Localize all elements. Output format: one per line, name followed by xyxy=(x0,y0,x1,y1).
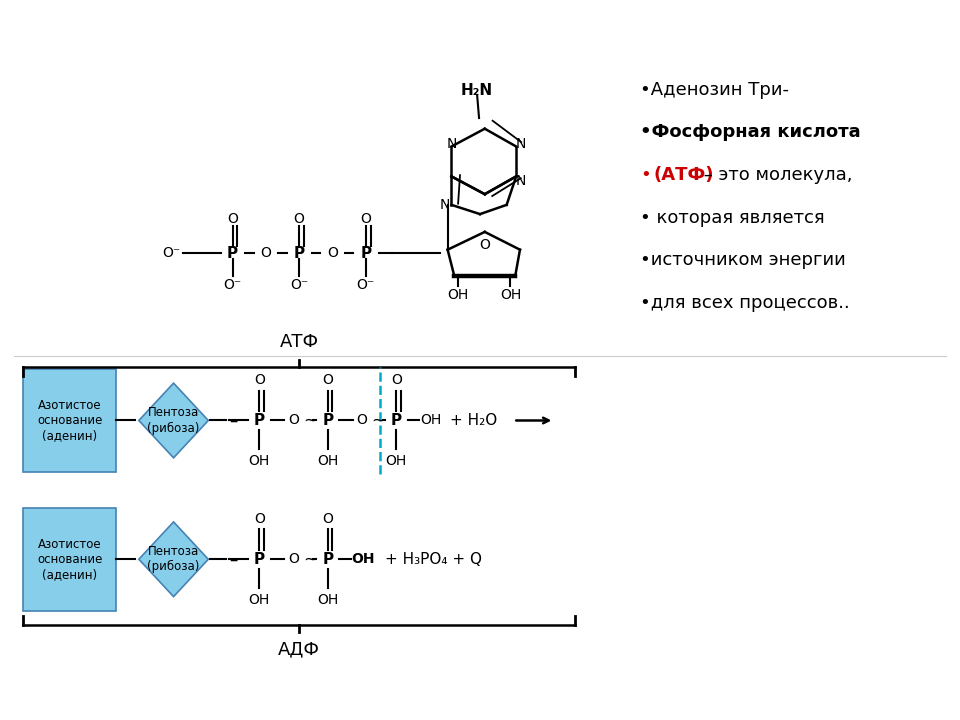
Text: –: – xyxy=(229,550,238,568)
Text: O: O xyxy=(323,512,333,526)
Text: H₂N: H₂N xyxy=(461,84,493,99)
Text: O: O xyxy=(479,238,491,253)
Text: OH: OH xyxy=(500,287,521,302)
Text: + H₂O: + H₂O xyxy=(449,413,496,428)
Text: O: O xyxy=(260,246,272,260)
Text: N: N xyxy=(516,138,526,151)
Text: OH: OH xyxy=(317,593,338,607)
Text: – это молекула,: – это молекула, xyxy=(698,166,852,184)
Text: АДФ: АДФ xyxy=(278,640,321,658)
Text: • которая является: • которая является xyxy=(640,209,825,227)
Text: O⁻: O⁻ xyxy=(224,278,242,292)
FancyBboxPatch shape xyxy=(23,369,115,472)
Text: •Фосфорная кислота: •Фосфорная кислота xyxy=(640,123,860,141)
Text: P: P xyxy=(227,246,238,261)
Text: Азотистое
основание
(аденин): Азотистое основание (аденин) xyxy=(37,399,103,442)
Text: P: P xyxy=(253,552,265,567)
Text: OH: OH xyxy=(420,413,442,428)
Text: + H₃PO₄ + Q: + H₃PO₄ + Q xyxy=(385,552,482,567)
Text: O: O xyxy=(323,373,333,387)
Text: N: N xyxy=(440,198,450,212)
Text: O⁻: O⁻ xyxy=(290,278,308,292)
Text: O: O xyxy=(360,212,372,226)
FancyBboxPatch shape xyxy=(23,508,115,611)
Text: OH: OH xyxy=(249,593,270,607)
Text: O: O xyxy=(391,373,401,387)
Text: O: O xyxy=(288,552,299,566)
Text: (АТФ): (АТФ) xyxy=(653,166,713,184)
Text: O: O xyxy=(327,246,338,260)
Text: N: N xyxy=(446,138,457,151)
Text: Пентоза
(рибоза): Пентоза (рибоза) xyxy=(148,406,200,435)
Text: ~: ~ xyxy=(372,412,386,430)
Text: АТФ: АТФ xyxy=(279,333,319,351)
Text: OH: OH xyxy=(249,454,270,468)
Polygon shape xyxy=(139,522,208,597)
Text: OH: OH xyxy=(317,454,338,468)
Text: •источником энергии: •источником энергии xyxy=(640,251,846,269)
Text: O⁻: O⁻ xyxy=(162,246,180,260)
Polygon shape xyxy=(139,383,208,458)
Text: Пентоза
(рибоза): Пентоза (рибоза) xyxy=(148,545,200,573)
Text: N: N xyxy=(516,174,526,188)
Text: ~: ~ xyxy=(303,550,317,568)
Text: P: P xyxy=(294,246,304,261)
Text: P: P xyxy=(360,246,372,261)
Text: •Аденозин Три-: •Аденозин Три- xyxy=(640,81,789,99)
Text: O: O xyxy=(356,413,367,428)
Text: O: O xyxy=(228,212,238,226)
Text: •: • xyxy=(640,166,651,184)
Text: –: – xyxy=(229,412,238,430)
Text: P: P xyxy=(391,413,402,428)
Text: O: O xyxy=(253,373,265,387)
Text: OH: OH xyxy=(447,287,468,302)
Text: OH: OH xyxy=(386,454,407,468)
Text: ~: ~ xyxy=(303,412,317,430)
Text: •для всех процессов..: •для всех процессов.. xyxy=(640,294,850,312)
Text: O⁻: O⁻ xyxy=(357,278,375,292)
Text: O: O xyxy=(253,512,265,526)
Text: Азотистое
основание
(аденин): Азотистое основание (аденин) xyxy=(37,538,103,581)
Text: P: P xyxy=(323,552,333,567)
Text: OH: OH xyxy=(351,552,375,566)
Text: O: O xyxy=(294,212,304,226)
Text: P: P xyxy=(323,413,333,428)
Text: O: O xyxy=(288,413,299,428)
Text: P: P xyxy=(253,413,265,428)
